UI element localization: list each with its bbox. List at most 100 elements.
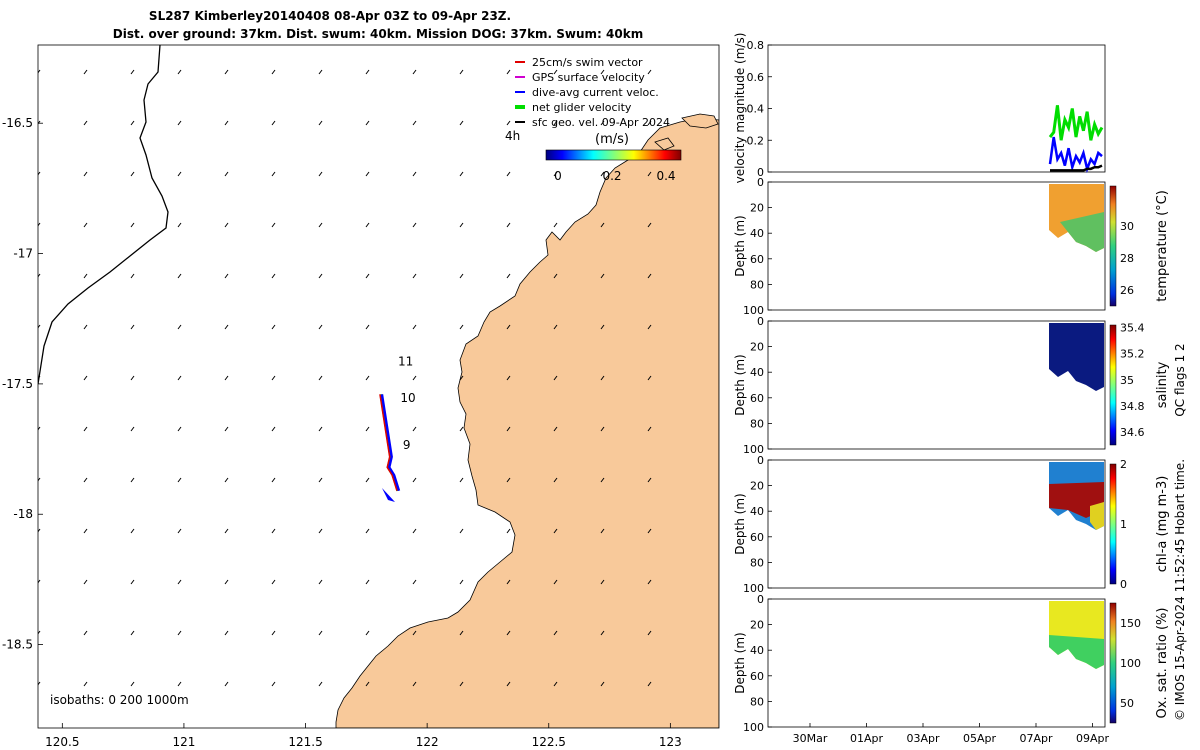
geo-vel-arrow [177, 630, 182, 636]
qc-flags-note: QC flags 1 2 [1173, 343, 1187, 416]
colorbar-label: chl-a (mg m-3) [1155, 476, 1170, 573]
geo-vel-arrow [459, 681, 464, 687]
geo-vel-arrow [38, 324, 41, 329]
geo-vel-arrow [271, 426, 276, 432]
colorbar-tick: 35 [1120, 374, 1134, 387]
geo-vel-arrow [600, 120, 605, 126]
geo-vel-arrow [177, 477, 182, 483]
geo-vel-arrow [506, 69, 511, 75]
map-y-tick-label: -16.5 [2, 116, 33, 130]
velocity-series-line [1048, 136, 1103, 174]
map-axis-ticks: 120.5 121 121.5 122 122.5 123 -16.5 -17 -17.5 -18… [2, 116, 682, 749]
depth-ylabel: Depth (m) [733, 493, 747, 554]
geo-vel-arrow [600, 171, 605, 177]
geo-vel-arrow [38, 171, 41, 176]
geo-vel-arrow [130, 630, 135, 636]
speed-colorbar-ticks: 0 0.2 0.4 [554, 169, 675, 183]
velocity-series-line [1050, 164, 1103, 172]
geo-vel-arrow [177, 171, 182, 177]
geo-vel-arrow [177, 324, 182, 330]
velocity-panel: 0 0.2 0.4 0.6 0.8 velocity magnitude (m/s) [733, 33, 1106, 184]
map-x-tick-label: 121 [172, 735, 195, 749]
geo-vel-arrow [506, 579, 511, 585]
geo-vel-arrow [38, 222, 41, 227]
geo-vel-arrow [600, 630, 605, 636]
geo-vel-arrow [224, 120, 229, 126]
depth-tick: 60 [750, 392, 764, 405]
geo-vel-arrow [83, 426, 88, 432]
geo-vel-arrow [601, 733, 604, 737]
geo-vel-arrow [412, 426, 417, 432]
geo-vel-arrow [130, 528, 135, 534]
geo-vel-arrow [459, 171, 464, 177]
velocity-y-tick: 0.6 [747, 71, 765, 84]
velocity-ylabel: velocity magnitude (m/s) [733, 33, 747, 184]
geo-vel-arrow [506, 273, 511, 279]
geo-vel-arrow [365, 426, 370, 432]
geo-vel-arrow [83, 477, 88, 483]
geo-vel-arrow [271, 69, 276, 75]
swim-vector-track [379, 394, 398, 491]
colorbar-tick: 50 [1120, 697, 1134, 710]
geo-vel-arrow [647, 222, 652, 228]
sfc-geo-vel-arrows [38, 69, 652, 737]
hour-label: 9 [403, 438, 411, 452]
profile-colorbar [1109, 602, 1117, 724]
depth-tick: 40 [750, 366, 764, 379]
colorbar-label: salinity [1155, 361, 1170, 408]
depth-tick: 40 [750, 505, 764, 518]
geo-vel-arrow [647, 171, 652, 177]
geo-vel-arrow [318, 324, 323, 330]
colorbar-tick: 1 [1120, 518, 1127, 531]
colorbar-tick: 150 [1120, 617, 1141, 630]
geo-vel-arrow [365, 222, 370, 228]
geo-vel-arrow [459, 426, 464, 432]
island [681, 113, 719, 129]
depth-tick: 60 [750, 531, 764, 544]
geo-vel-arrow [412, 222, 417, 228]
colorbar-tick: 0 [1120, 578, 1127, 591]
depth-tick: 20 [750, 341, 764, 354]
colorbar-tick: 2 [1120, 458, 1127, 471]
geo-vel-arrow [553, 528, 558, 534]
map-x-tick-label: 121.5 [288, 735, 322, 749]
legend-extra-4h: 4h [505, 129, 520, 143]
depth-tick: 80 [750, 417, 764, 430]
geo-vel-arrow [365, 477, 370, 483]
isobaths-label: isobaths: 0 200 1000m [50, 693, 189, 707]
geo-vel-arrow [83, 579, 88, 585]
geo-vel-arrow [459, 579, 464, 585]
depth-tick: 20 [750, 202, 764, 215]
legend-entry: net glider velocity [532, 101, 632, 114]
geo-vel-arrow [130, 375, 135, 381]
land-mass [335, 117, 719, 728]
geo-vel-arrow [412, 69, 417, 75]
time-tick-label: 30Mar [793, 732, 828, 745]
geo-vel-arrow [130, 579, 135, 585]
depth-tick: 80 [750, 556, 764, 569]
geo-vel-arrow [506, 120, 511, 126]
map-y-tick-label: -18 [13, 507, 33, 521]
geo-vel-arrow [84, 733, 87, 737]
geo-vel-arrow [459, 222, 464, 228]
depth-tick: 40 [750, 644, 764, 657]
geo-vel-arrow [318, 477, 323, 483]
geo-vel-arrow [600, 324, 605, 330]
geo-vel-arrow [553, 273, 558, 279]
imos-note: © IMOS 15-Apr-2024 11:52:45 Hobart time. [1173, 459, 1187, 721]
geo-vel-arrow [553, 69, 558, 75]
map-x-tick-label: 122.5 [532, 735, 566, 749]
geo-vel-arrow [271, 579, 276, 585]
geo-vel-arrow [318, 681, 323, 687]
geo-vel-arrow [83, 681, 88, 687]
hour-label: 11 [398, 355, 413, 369]
geo-vel-arrow [459, 375, 464, 381]
geo-vel-arrow [506, 171, 511, 177]
geo-vel-arrow [459, 273, 464, 279]
depth-tick: 80 [750, 278, 764, 291]
depth-ylabel: Depth (m) [733, 215, 747, 276]
geo-vel-arrow [177, 375, 182, 381]
geo-vel-arrow [38, 375, 41, 380]
speed-colorbar [545, 149, 682, 161]
map-y-tick-label: -18.5 [2, 638, 33, 652]
